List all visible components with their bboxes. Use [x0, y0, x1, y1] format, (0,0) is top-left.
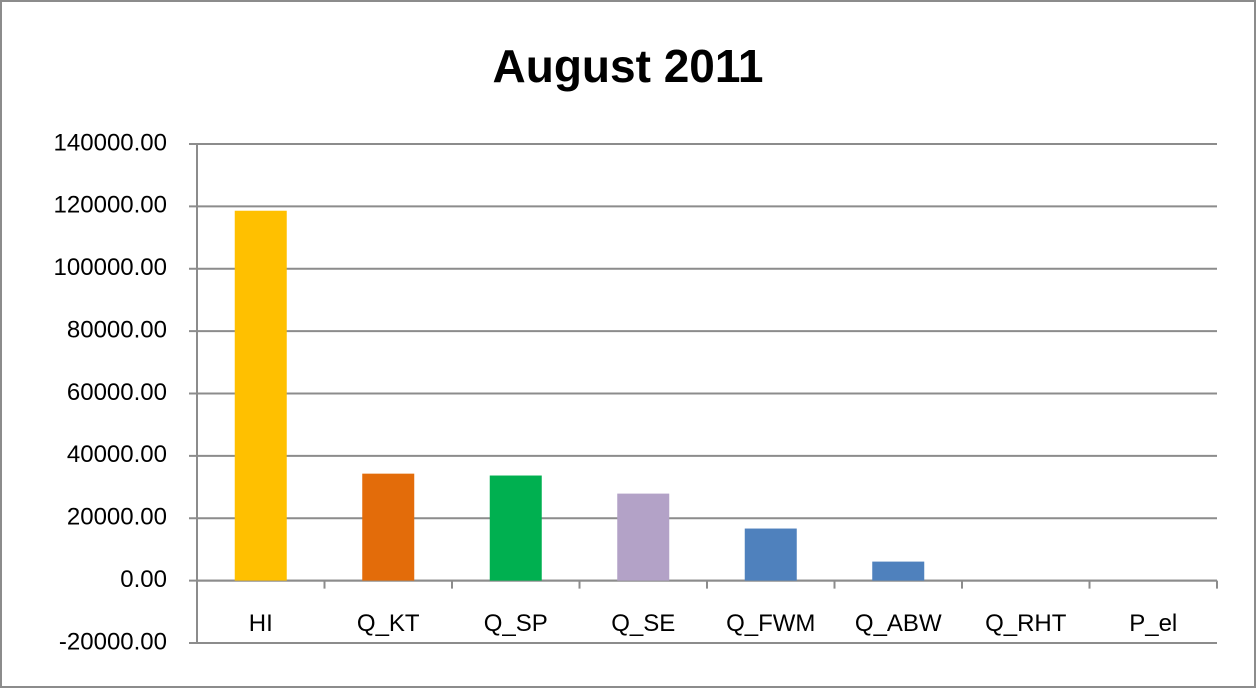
x-tick-label: Q_RHT: [985, 610, 1067, 637]
x-tick-label: P_el: [1129, 610, 1177, 637]
y-tick-label: 40000.00: [67, 441, 167, 468]
x-tick-label: Q_KT: [357, 610, 420, 637]
y-tick-label: 100000.00: [54, 254, 167, 281]
chart-title: August 2011: [493, 40, 764, 92]
x-tick-label: Q_SP: [484, 610, 548, 637]
bar: [234, 210, 287, 581]
x-tick-label: Q_SE: [611, 610, 675, 637]
bar: [872, 561, 925, 581]
bar: [489, 475, 542, 581]
y-tick-label: 80000.00: [67, 316, 167, 343]
bar: [744, 528, 797, 581]
x-tick-label: HI: [249, 610, 273, 637]
y-tick-label: 0.00: [120, 566, 167, 593]
y-tick-label: 140000.00: [54, 129, 167, 156]
y-tick-label: 120000.00: [54, 192, 167, 219]
x-tick-label: Q_ABW: [855, 610, 942, 637]
bar: [617, 493, 670, 581]
y-tick-label: 60000.00: [67, 379, 167, 406]
x-tick-label: Q_FWM: [726, 610, 815, 637]
y-tick-label: 20000.00: [67, 504, 167, 531]
y-tick-label: -20000.00: [59, 628, 167, 655]
bar: [362, 473, 415, 581]
